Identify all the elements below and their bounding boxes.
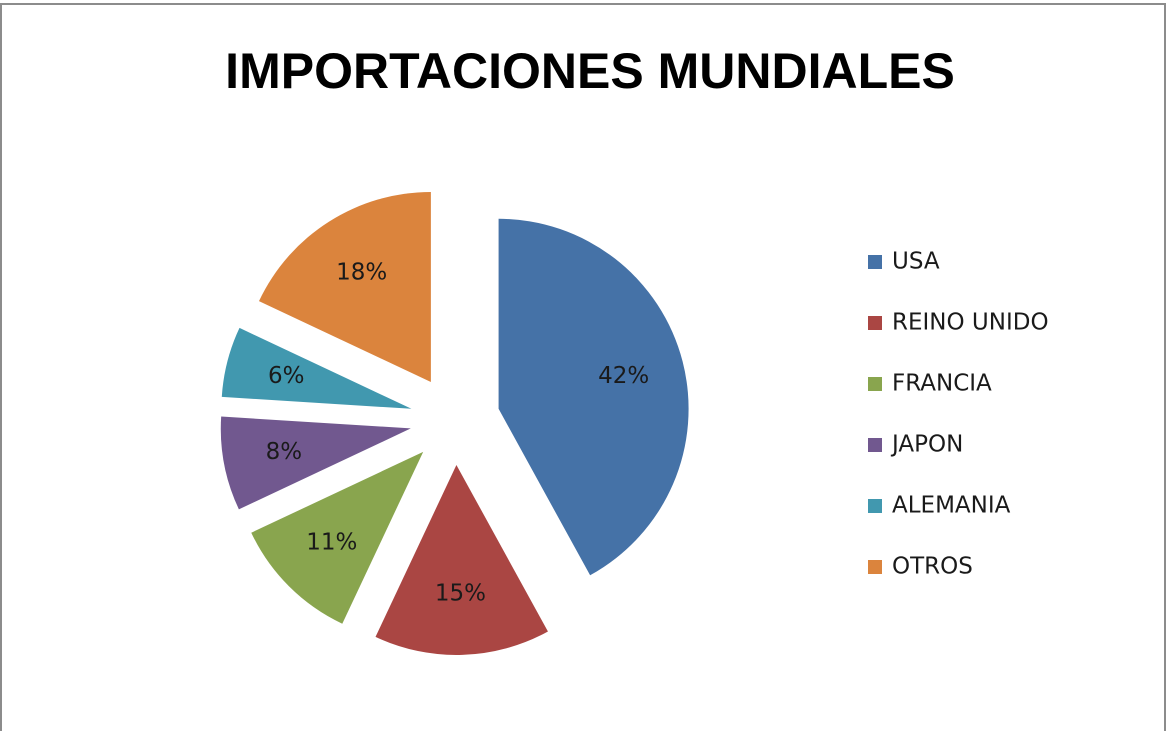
pie-slice <box>251 451 424 624</box>
legend-swatch <box>868 316 882 330</box>
legend-swatch <box>868 499 882 513</box>
pie-slice <box>220 416 411 510</box>
data-label: 6% <box>268 363 305 389</box>
data-label: 18% <box>336 259 387 285</box>
data-label: 11% <box>306 530 357 556</box>
legend-label: REINO UNIDO <box>892 310 1049 336</box>
chart-title: IMPORTACIONES MUNDIALES <box>225 43 955 99</box>
legend-label: OTROS <box>892 554 973 580</box>
pie-slice <box>221 327 412 409</box>
legend-swatch <box>868 377 882 391</box>
legend-label: FRANCIA <box>892 371 992 397</box>
pie-slice <box>498 218 689 576</box>
data-label: 42% <box>598 363 649 389</box>
pie-slice <box>375 464 548 655</box>
pie-slice <box>258 192 431 383</box>
data-label: 15% <box>435 581 486 607</box>
legend-swatch <box>868 560 882 574</box>
data-label: 8% <box>266 439 303 465</box>
legend-swatch <box>868 438 882 452</box>
legend-label: ALEMANIA <box>892 493 1011 519</box>
legend-swatch <box>868 255 882 269</box>
legend-label: USA <box>892 249 940 275</box>
legend-label: JAPON <box>890 432 963 458</box>
